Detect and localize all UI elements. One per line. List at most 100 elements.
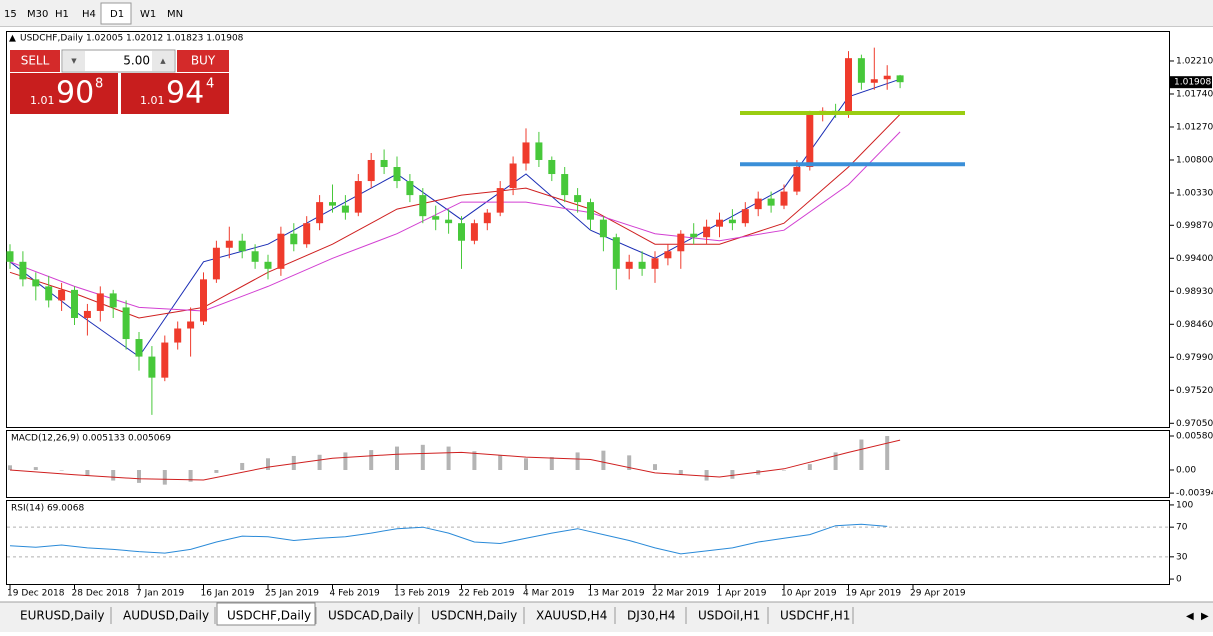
lots-down[interactable] (63, 51, 85, 71)
candle-body (548, 159, 556, 175)
candle-body (509, 163, 517, 189)
timeframe-button[interactable]: 15 (4, 9, 17, 20)
candle-body (483, 212, 491, 224)
candle-body (122, 307, 130, 340)
tab[interactable]: USDCAD,Daily (328, 609, 414, 623)
signal-line (9, 439, 901, 481)
macd-bar (859, 439, 864, 471)
macd-bar (85, 470, 90, 476)
tab[interactable]: USDCHF,Daily (227, 609, 311, 623)
candle-body (870, 79, 878, 83)
candle-body (728, 219, 736, 224)
rsi-line (9, 523, 888, 555)
timeframe-button[interactable]: W1 (140, 9, 156, 20)
y-tick-label: 1.00800 (1176, 155, 1213, 165)
candle-body (599, 219, 607, 238)
bid-box[interactable] (10, 73, 118, 114)
timeframe-button[interactable]: MN (167, 9, 183, 20)
x-tick-label: 4 Mar 2019 (523, 589, 575, 599)
candle-body (251, 251, 259, 262)
scroll-right[interactable]: ▶ (1201, 611, 1209, 622)
tab[interactable]: USDCHF,H1 (780, 609, 850, 623)
candle-body (32, 279, 40, 287)
macd-bar (137, 470, 141, 483)
candle-body (780, 191, 788, 206)
timeframe-button[interactable]: D1 (110, 9, 124, 20)
y-tick-label: 0.98930 (1176, 287, 1213, 297)
candle-body (406, 181, 414, 196)
candle-body (341, 205, 349, 213)
y-tick-label: 30 (1176, 552, 1188, 562)
macd-panel (6, 430, 1170, 498)
macd-bar (240, 462, 245, 471)
y-tick-label: 1.02210 (1176, 56, 1213, 66)
macd-bar (111, 470, 116, 481)
candle-body (354, 181, 362, 213)
moving-average (9, 113, 901, 319)
candle-body (587, 202, 594, 220)
x-tick-label: 25 Jan 2019 (265, 589, 319, 599)
collapse-icon[interactable]: ▲ (9, 34, 16, 44)
tab[interactable]: USDCNH,Daily (431, 609, 517, 623)
buy-button[interactable] (177, 50, 229, 72)
y-tick-label: -0.003945 (1176, 489, 1213, 499)
candle-body (522, 142, 530, 164)
candle-body (432, 216, 440, 220)
timeframe-button[interactable]: H1 (55, 9, 69, 20)
buy-label[interactable]: BUY (191, 54, 216, 68)
candle-body (6, 251, 14, 262)
moving-average (9, 131, 901, 312)
macd-bar (498, 455, 503, 471)
macd-bar (601, 450, 606, 471)
candle-body (45, 286, 53, 301)
macd-bar (524, 458, 528, 471)
candle-body (741, 209, 749, 224)
candle-body (716, 219, 723, 227)
x-tick-label: 22 Mar 2019 (652, 589, 709, 599)
tab[interactable]: USDOil,H1 (698, 609, 760, 623)
candle-body (574, 195, 582, 203)
bid-prefix: 1.01 (30, 94, 55, 107)
tab[interactable]: DJ30,H4 (627, 609, 676, 623)
candle-body (845, 58, 852, 115)
candle-body (677, 233, 685, 252)
down-arrow[interactable]: ▼ (71, 57, 77, 65)
up-arrow[interactable]: ▲ (160, 57, 166, 65)
macd-bar (266, 458, 270, 471)
candle-body (625, 261, 633, 269)
y-tick-label: 0.97990 (1176, 353, 1213, 363)
sell-button[interactable] (10, 50, 60, 72)
toolbar (0, 0, 1213, 27)
macd-bar (446, 446, 451, 471)
ask-box[interactable] (121, 73, 229, 114)
candle-body (187, 321, 195, 329)
y-tick-label: 0.98460 (1176, 320, 1213, 330)
macd-bar (162, 470, 167, 485)
y-tick-label: 1.01740 (1176, 89, 1213, 99)
lots-field[interactable] (61, 49, 176, 73)
macd-bar (782, 470, 786, 471)
timeframe-button[interactable]: H4 (82, 9, 96, 20)
candle-body (612, 237, 620, 269)
lots-value[interactable]: 5.00 (123, 54, 150, 68)
candle-body (329, 202, 336, 206)
current-price: 1.01908 (1174, 78, 1211, 88)
candle-body (458, 223, 465, 241)
candle-body (651, 258, 659, 269)
x-tick-label: 7 Jan 2019 (136, 589, 184, 599)
candle-body (19, 261, 27, 280)
ask-small: 4 (206, 77, 214, 92)
candle-body (316, 202, 324, 224)
tab[interactable]: XAUUSD,H4 (536, 609, 607, 623)
timeframe-button[interactable]: M30 (27, 9, 48, 20)
sell-label[interactable]: SELL (21, 54, 50, 68)
macd-bar (807, 464, 812, 471)
macd-title: MACD(12,26,9) 0.005133 0.005069 (11, 434, 171, 444)
lots-up[interactable] (152, 51, 174, 71)
candle-body (290, 233, 298, 245)
tab[interactable]: AUDUSD,Daily (123, 609, 209, 623)
scroll-left[interactable]: ◀ (1186, 611, 1194, 622)
tab[interactable]: EURUSD,Daily (20, 609, 105, 623)
y-tick-label: 70 (1176, 523, 1188, 533)
x-tick-label: 13 Mar 2019 (588, 589, 645, 599)
